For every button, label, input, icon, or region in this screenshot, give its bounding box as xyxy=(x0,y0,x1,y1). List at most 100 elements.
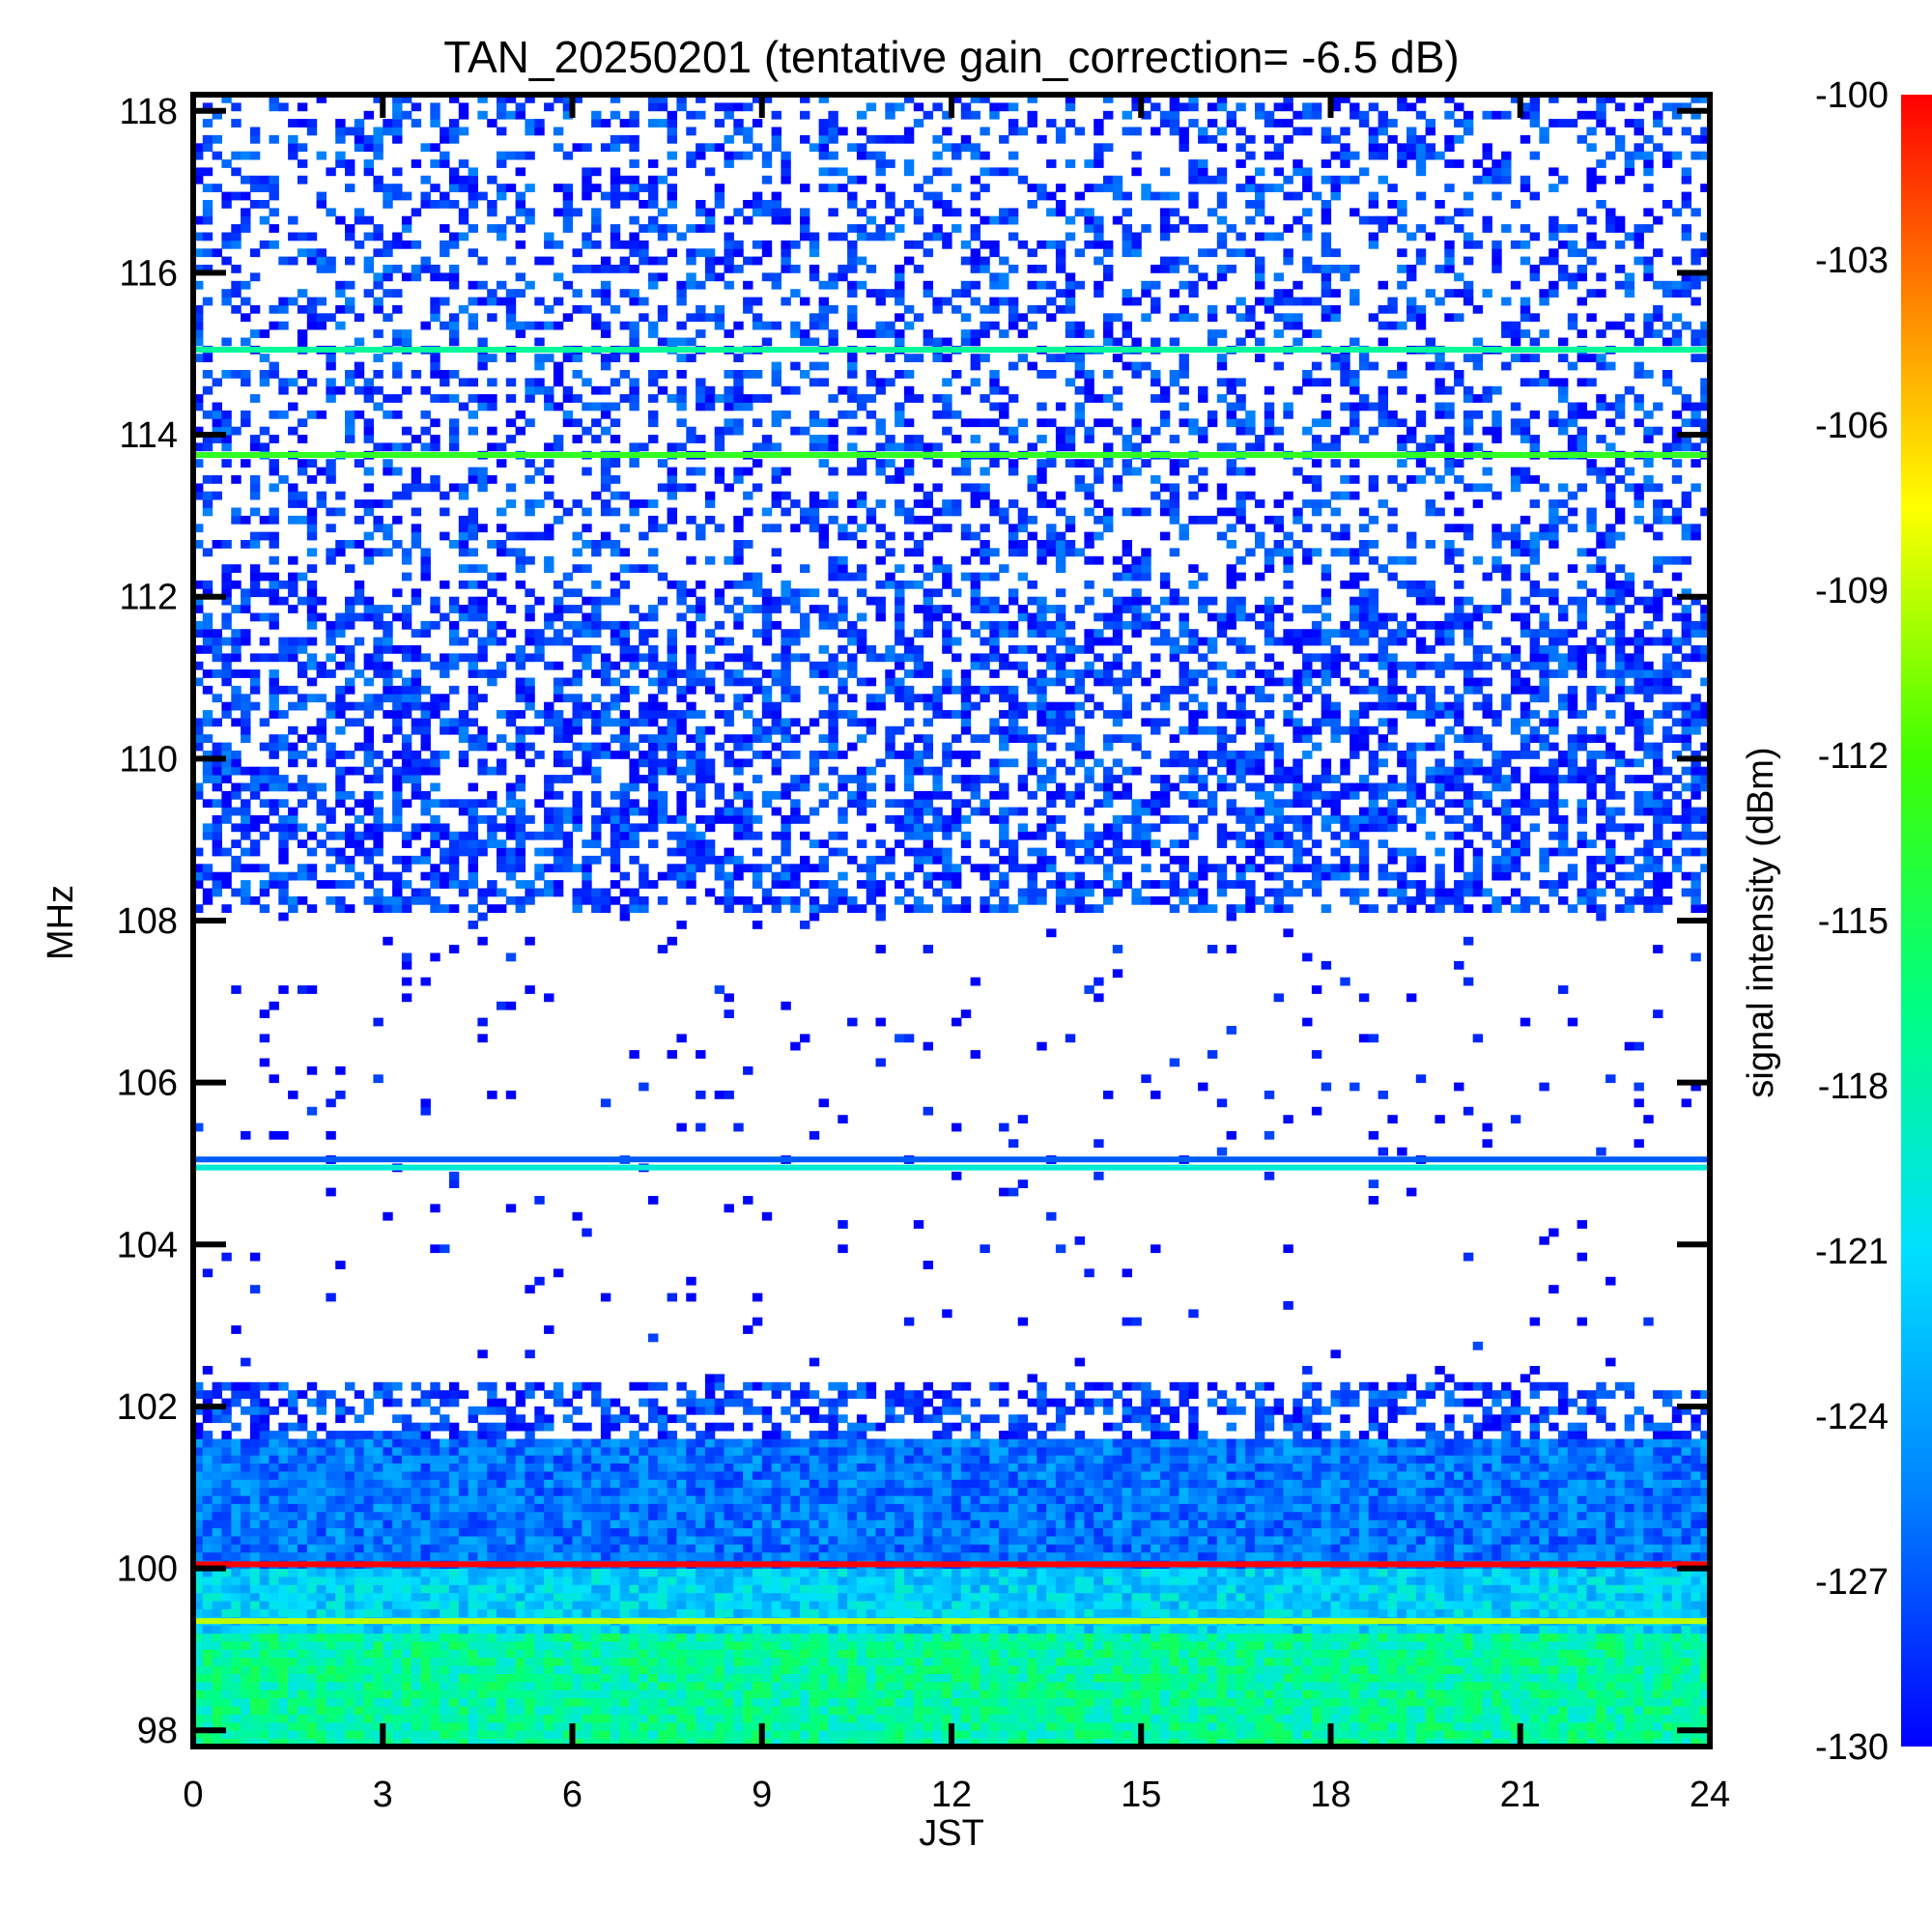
heatmap-cell xyxy=(1046,1649,1056,1658)
heatmap-cell xyxy=(1615,1625,1625,1634)
heatmap-cell xyxy=(639,1528,648,1537)
heatmap-cell xyxy=(1558,1584,1568,1593)
heatmap-cell xyxy=(1255,1569,1264,1577)
heatmap-cell xyxy=(582,1577,591,1585)
heatmap-cell xyxy=(648,1682,658,1690)
heatmap-cell xyxy=(1160,1715,1170,1723)
heatmap-cell xyxy=(838,1715,847,1723)
heatmap-cell xyxy=(307,1520,317,1528)
heatmap-cell xyxy=(440,1536,449,1545)
heatmap-cell xyxy=(392,1690,402,1698)
heatmap-cell xyxy=(1586,1577,1596,1585)
heatmap-cell xyxy=(1568,1730,1577,1739)
heatmap-cell xyxy=(942,1601,952,1609)
heatmap-cell xyxy=(1350,1715,1359,1723)
heatmap-cell xyxy=(762,1634,772,1642)
heatmap-cell xyxy=(1312,1706,1321,1715)
heatmap-cell xyxy=(601,1722,611,1731)
heatmap-cell xyxy=(629,1577,639,1585)
heatmap-cell xyxy=(506,1569,516,1577)
heatmap-cell xyxy=(1160,1698,1170,1707)
heatmap-cell xyxy=(1435,1722,1444,1731)
heatmap-cell xyxy=(620,1641,630,1650)
heatmap-cell xyxy=(1283,1625,1293,1634)
heatmap-cell xyxy=(221,1625,231,1634)
heatmap-cell xyxy=(1293,1649,1302,1658)
heatmap-cell xyxy=(231,1609,241,1618)
heatmap-cell xyxy=(506,1552,516,1561)
heatmap-cell xyxy=(449,1706,459,1715)
heatmap-cell xyxy=(525,1658,534,1666)
heatmap-cell xyxy=(1406,1698,1416,1707)
heatmap-cell xyxy=(298,1512,307,1520)
heatmap-cell xyxy=(705,1690,715,1698)
heatmap-cell xyxy=(326,1584,335,1593)
heatmap-cell xyxy=(1483,1520,1492,1528)
heatmap-cell xyxy=(847,1641,857,1650)
heatmap-cell xyxy=(487,1552,497,1561)
heatmap-cell xyxy=(459,1625,469,1634)
heatmap-cell xyxy=(307,1495,317,1504)
heatmap-cell xyxy=(1084,1682,1094,1690)
heatmap-cell xyxy=(392,1665,402,1674)
heatmap-cell xyxy=(952,1552,961,1561)
heatmap-cell xyxy=(1568,1536,1577,1545)
heatmap-cell xyxy=(999,1528,1009,1537)
heatmap-cell xyxy=(1520,1625,1530,1634)
heatmap-cell xyxy=(1188,1569,1198,1577)
heatmap-cell xyxy=(1331,1544,1341,1552)
heatmap-cell xyxy=(1387,1625,1397,1634)
heatmap-cell xyxy=(1255,1584,1264,1593)
heatmap-cell xyxy=(1170,1634,1179,1642)
heatmap-cell xyxy=(1615,1698,1625,1707)
heatmap-cell xyxy=(1359,1665,1369,1674)
heatmap-cell xyxy=(1188,1495,1198,1504)
heatmap-cell xyxy=(1463,1552,1473,1561)
heatmap-cell xyxy=(961,1722,971,1731)
heatmap-cell xyxy=(1283,1544,1293,1552)
heatmap-cell xyxy=(430,1577,440,1585)
heatmap-cell xyxy=(1416,1722,1426,1731)
heatmap-cell xyxy=(1274,1658,1284,1666)
heatmap-cell xyxy=(1302,1665,1312,1674)
heatmap-cell xyxy=(668,1674,677,1683)
heatmap-cell xyxy=(345,1665,355,1674)
heatmap-cell xyxy=(904,1690,914,1698)
heatmap-cell xyxy=(743,1625,753,1634)
heatmap-cell xyxy=(1558,1730,1568,1739)
heatmap-cell xyxy=(221,1552,231,1561)
heatmap-cell xyxy=(364,1552,374,1561)
heatmap-cell xyxy=(1009,1544,1018,1552)
heatmap-cell xyxy=(781,1706,790,1715)
heatmap-cell xyxy=(942,1715,952,1723)
heatmap-cell xyxy=(1596,1698,1605,1707)
heatmap-cell xyxy=(923,1715,933,1723)
heatmap-cell xyxy=(1653,1552,1662,1561)
heatmap-cell xyxy=(1037,1577,1046,1585)
heatmap-cell xyxy=(810,1504,819,1513)
heatmap-cell xyxy=(402,1488,412,1496)
heatmap-cell xyxy=(392,1641,402,1650)
heatmap-cell xyxy=(601,1577,611,1585)
heatmap-cell xyxy=(213,1665,222,1674)
heatmap-cell xyxy=(1539,1722,1548,1731)
heatmap-cell xyxy=(980,1641,989,1650)
heatmap-cell xyxy=(1264,1593,1274,1602)
heatmap-cell xyxy=(421,1665,431,1674)
heatmap-cell xyxy=(1406,1625,1416,1634)
heatmap-cell xyxy=(469,1634,478,1642)
heatmap-cell xyxy=(952,1520,961,1528)
heatmap-cell xyxy=(1378,1634,1388,1642)
heatmap-cell xyxy=(781,1715,790,1723)
heatmap-cell xyxy=(317,1641,327,1650)
heatmap-cell xyxy=(221,1634,231,1642)
heatmap-cell xyxy=(459,1569,469,1577)
heatmap-cell xyxy=(999,1658,1009,1666)
heatmap-cell xyxy=(1483,1649,1492,1658)
heatmap-cell xyxy=(487,1504,497,1513)
heatmap-cell xyxy=(828,1520,838,1528)
heatmap-cell xyxy=(1113,1634,1122,1642)
heatmap-cell xyxy=(705,1641,715,1650)
heatmap-cell xyxy=(1397,1722,1406,1731)
heatmap-cell xyxy=(847,1625,857,1634)
